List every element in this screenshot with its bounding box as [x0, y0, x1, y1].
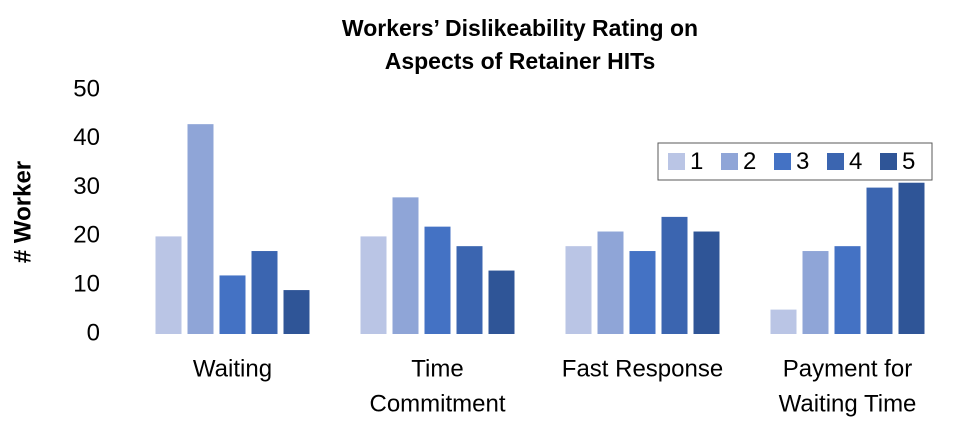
bar: [456, 246, 483, 334]
x-tick-label: Time: [411, 355, 463, 382]
x-tick-label: Payment for: [783, 355, 912, 382]
bar: [360, 236, 387, 334]
y-tick-label: 10: [73, 271, 100, 298]
legend-swatch: [827, 153, 844, 170]
bar: [424, 226, 451, 334]
bar: [565, 246, 592, 334]
y-tick-label: 30: [73, 173, 100, 200]
legend-label: 4: [849, 148, 862, 175]
bar: [693, 231, 720, 334]
bar: [155, 236, 182, 334]
bar: [392, 197, 419, 334]
x-tick-label: Waiting Time: [779, 390, 917, 417]
x-tick-label: Commitment: [369, 390, 505, 417]
bar: [219, 275, 246, 334]
chart-title: Aspects of Retainer HITs: [385, 48, 656, 74]
bar: [661, 216, 688, 334]
y-tick-label: 20: [73, 222, 100, 249]
legend-swatch: [721, 153, 738, 170]
x-tick-label: Fast Response: [562, 355, 723, 382]
legend-label: 2: [743, 148, 756, 175]
bar: [283, 290, 310, 334]
bar: [898, 182, 925, 334]
legend-swatch: [774, 153, 791, 170]
legend-swatch: [880, 153, 897, 170]
bar: [629, 251, 656, 334]
bar: [770, 309, 797, 334]
bar: [866, 187, 893, 334]
bar: [187, 124, 214, 334]
legend-swatch: [668, 153, 685, 170]
y-tick-label: 50: [73, 75, 100, 102]
y-tick-label: 40: [73, 124, 100, 151]
legend-label: 1: [690, 148, 703, 175]
bar: [488, 270, 515, 334]
bar: [834, 246, 861, 334]
y-tick-label: 0: [87, 319, 100, 346]
chart-title: Workers’ Dislikeability Rating on: [342, 15, 698, 41]
bar: [802, 251, 829, 334]
x-tick-label: Waiting: [193, 355, 272, 382]
bar: [597, 231, 624, 334]
y-axis-label: # Worker: [9, 161, 36, 263]
legend-label: 3: [796, 148, 809, 175]
bar: [251, 251, 278, 334]
legend-label: 5: [902, 148, 915, 175]
